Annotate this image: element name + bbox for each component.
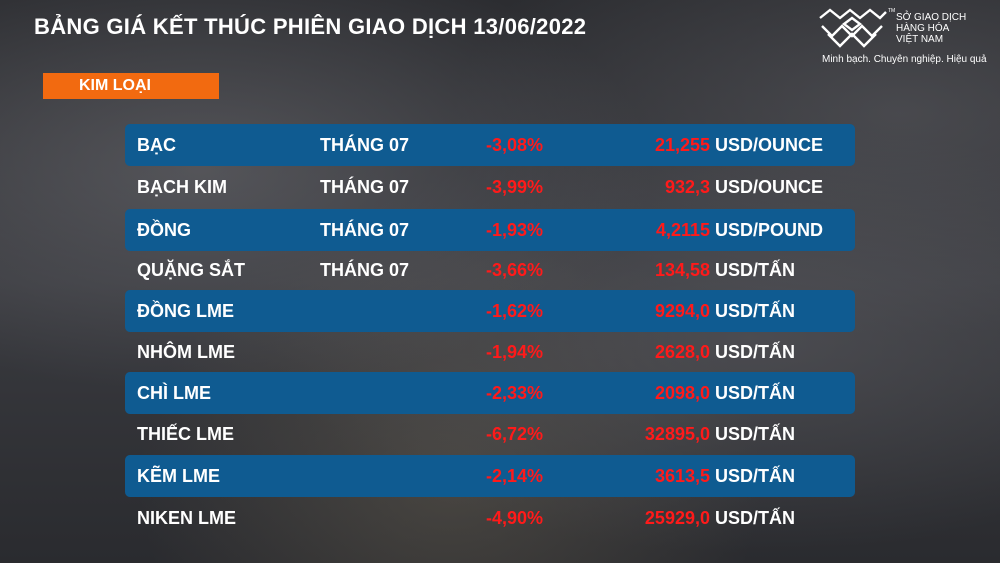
contract-month: THÁNG 07 [320,135,410,155]
commodity-name: ĐỒNG [137,220,191,240]
price-row: THIẾC LME -6,72% 32895,0 USD/TẤN [125,413,855,455]
price-value: 2628,0 [654,342,710,362]
price-unit: USD/OUNCE [715,177,824,197]
commodity-name: THIẾC LME [137,424,234,444]
contract-month: THÁNG 07 [320,220,410,240]
logo-line: SỞ GIAO DỊCH [896,12,967,23]
percent-change: -6,72% [485,424,543,444]
commodity-name: ĐỒNG LME [137,301,234,321]
percent-change: -4,90% [485,508,543,528]
logo-line: VIỆT NAM [896,34,944,45]
percent-change: -3,66% [485,260,543,280]
price-value: 134,58 [654,260,710,280]
percent-change: -2,14% [485,466,543,486]
commodity-name: QUẶNG SẮT [137,260,245,280]
price-unit: USD/TẤN [715,383,795,403]
contract-month: THÁNG 07 [320,260,410,280]
price-value: 2098,0 [654,383,710,403]
price-unit: USD/OUNCE [715,135,824,155]
price-row: BẠCH KIM THÁNG 07 -3,99% 932,3 USD/OUNCE [125,166,855,208]
contract-month: THÁNG 07 [320,177,410,197]
price-value: 32895,0 [644,424,710,444]
percent-change: -3,08% [485,135,543,155]
price-unit: USD/TẤN [715,424,795,444]
price-row: QUẶNG SẮT THÁNG 07 -3,66% 134,58 USD/TẤN [125,249,855,291]
commodity-name: BẠCH KIM [137,177,227,197]
commodity-name: NHÔM LME [137,342,235,362]
logo-name: SỞ GIAO DỊCH HÀNG HÓA VIỆT NAM [896,12,966,45]
price-row: ĐỒNG THÁNG 07 -1,93% 4,2115 USD/POUND [125,209,855,251]
price-unit: USD/TẤN [715,466,795,486]
percent-change: -2,33% [485,383,543,403]
commodity-name: BẠC [137,135,176,155]
price-unit: USD/TẤN [715,301,795,321]
commodity-name: KẼM LME [137,466,220,486]
price-value: 25929,0 [644,508,710,528]
percent-change: -1,93% [485,220,543,240]
price-row: NIKEN LME -4,90% 25929,0 USD/TẤN [125,497,855,539]
commodity-name: CHÌ LME [137,383,211,403]
price-row: ĐỒNG LME -1,62% 9294,0 USD/TẤN [125,290,855,332]
category-label: KIM LOẠI [43,73,219,99]
logo-slogan: Minh bạch. Chuyên nghiệp. Hiệu quả [822,54,987,65]
percent-change: -3,99% [485,177,543,197]
price-value: 9294,0 [654,301,710,321]
logo: TM SỞ GIAO DỊCH HÀNG HÓA VIỆT NAM Minh b… [818,6,998,68]
percent-change: -1,94% [485,342,543,362]
logo-line: HÀNG HÓA [896,23,950,34]
price-unit: USD/POUND [715,220,824,240]
price-value: 4,2115 [655,220,710,240]
page-title: BẢNG GIÁ KẾT THÚC PHIÊN GIAO DỊCH 13/06/… [34,14,587,39]
trademark: TM [888,8,896,14]
price-unit: USD/TẤN [715,342,795,362]
price-row: NHÔM LME -1,94% 2628,0 USD/TẤN [125,331,855,373]
percent-change: -1,62% [485,301,543,321]
price-unit: USD/TẤN [715,508,795,528]
price-value: 932,3 [664,177,710,197]
price-row: KẼM LME -2,14% 3613,5 USD/TẤN [125,455,855,497]
price-value: 21,255 [654,135,710,155]
price-row: BẠC THÁNG 07 -3,08% 21,255 USD/OUNCE [125,124,855,166]
price-value: 3613,5 [654,466,710,486]
logo-mark-icon [819,8,887,48]
price-unit: USD/TẤN [715,260,795,280]
commodity-name: NIKEN LME [137,508,236,528]
price-row: CHÌ LME -2,33% 2098,0 USD/TẤN [125,372,855,414]
